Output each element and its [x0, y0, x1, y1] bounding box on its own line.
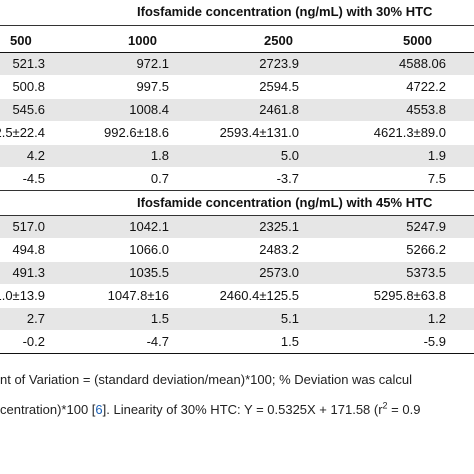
superscript: 2 [382, 400, 388, 411]
table-cell: 2723.9 [259, 56, 299, 71]
footnote-text: ]. Linearity of 30% HTC: Y = 0.5325X + 1… [102, 402, 383, 417]
col-header-500: 500 [10, 33, 32, 48]
table-cell: 1042.1 [129, 219, 169, 234]
table-cell: -5.9 [423, 334, 446, 349]
col-header-2500: 2500 [264, 33, 293, 48]
table-cell: 2461.8 [259, 102, 299, 117]
col-header-1000: 1000 [128, 33, 157, 48]
table-cell: 997.5 [136, 79, 169, 94]
table-cell: 5373.5 [406, 265, 446, 280]
section1-title: Ifosfamide concentration (ng/mL) with 30… [137, 4, 433, 19]
table-cell: 521.3 [12, 56, 45, 71]
table-cell: 7.5 [427, 171, 446, 186]
reference-link[interactable]: 6 [95, 402, 103, 417]
table-cell: 4.2 [26, 148, 45, 163]
divider [0, 353, 474, 354]
table-cell: 517.0 [12, 219, 45, 234]
table-cell: 5.1 [280, 311, 299, 326]
table-cell: 2593.4±131.0 [219, 125, 299, 140]
table-cell: 1.5 [150, 311, 169, 326]
table-cell: 0.7 [150, 171, 169, 186]
row-band [0, 216, 474, 238]
footnote-line2: centration)*100 [6]. Linearity of 30% HT… [0, 400, 421, 418]
table-cell: 2.5±22.4 [0, 125, 45, 140]
table-cell: 5266.2 [406, 242, 446, 257]
table-cell: 1066.0 [129, 242, 169, 257]
table-cell: 545.6 [12, 102, 45, 117]
table-cell: 500.8 [12, 79, 45, 94]
table-cell: -3.7 [276, 171, 299, 186]
table-cell: 1035.5 [129, 265, 169, 280]
divider [0, 52, 474, 53]
table-cell: 2483.2 [259, 242, 299, 257]
divider [0, 215, 474, 216]
table-cell: 1.2 [427, 311, 446, 326]
table-cell: 1.5 [280, 334, 299, 349]
table-cell: 1.8 [150, 148, 169, 163]
table-cell: 1.9 [427, 148, 446, 163]
footnote-line1: nt of Variation = (standard deviation/me… [0, 372, 413, 387]
row-band [0, 99, 474, 121]
table-cell: 494.8 [12, 242, 45, 257]
table-cell: -4.7 [146, 334, 169, 349]
footnote-text: = 0.9 [387, 402, 421, 417]
table-cell: 1.0±13.9 [0, 288, 45, 303]
table-cell: 4722.2 [406, 79, 446, 94]
table-cell: 491.3 [12, 265, 45, 280]
table-cell: 2325.1 [259, 219, 299, 234]
table-cell: -4.5 [22, 171, 45, 186]
table-cell: 4621.3±89.0 [373, 125, 446, 140]
table-cell: -0.2 [22, 334, 45, 349]
table-cell: 5295.8±63.8 [373, 288, 446, 303]
table-cell: 1008.4 [129, 102, 169, 117]
table-cell: 5.0 [280, 148, 299, 163]
row-band [0, 145, 474, 167]
table-cell: 972.1 [136, 56, 169, 71]
footnote-text: centration)*100 [ [0, 402, 96, 417]
table-cell: 992.6±18.6 [104, 125, 169, 140]
table-cell: 4588.06 [399, 56, 446, 71]
table-cell: 2594.5 [259, 79, 299, 94]
divider [0, 190, 474, 191]
table-cell: 2.7 [26, 311, 45, 326]
row-band [0, 262, 474, 284]
row-band [0, 53, 474, 75]
table-cell: 2573.0 [259, 265, 299, 280]
table-cell: 1047.8±16 [107, 288, 169, 303]
section2-title: Ifosfamide concentration (ng/mL) with 45… [137, 195, 433, 210]
table-cell: 2460.4±125.5 [219, 288, 299, 303]
divider [0, 25, 474, 26]
table-cell: 4553.8 [406, 102, 446, 117]
col-header-5000: 5000 [403, 33, 432, 48]
row-band [0, 308, 474, 330]
table-cell: 5247.9 [406, 219, 446, 234]
